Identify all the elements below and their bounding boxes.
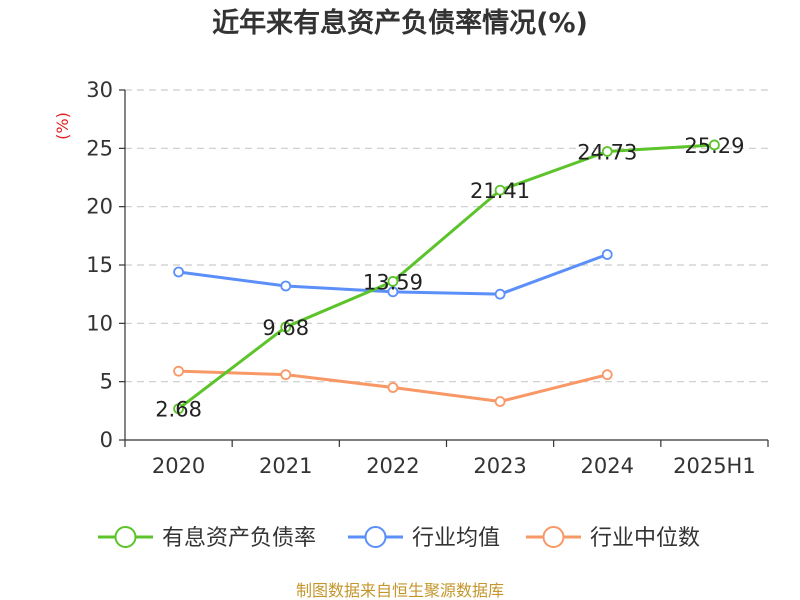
legend-item: 行业均值 (348, 526, 500, 551)
data-label: 2.68 (155, 398, 202, 422)
data-point (601, 369, 613, 381)
data-point (173, 365, 184, 377)
y-axis-unit-label: (%) (53, 112, 72, 140)
data-point (173, 403, 184, 415)
data-point (387, 286, 399, 298)
y-tick-label: 5 (100, 370, 113, 394)
series-3 (173, 365, 613, 407)
legend-label: 行业均值 (412, 526, 500, 551)
y-tick-label: 30 (86, 78, 113, 102)
y-tick-label: 0 (100, 428, 113, 452)
data-label: 24.73 (577, 140, 637, 164)
legend-label: 有息资产负债率 (162, 526, 316, 551)
data-point (173, 266, 184, 278)
x-tick-label: 2025H1 (673, 454, 756, 478)
x-tick-label: 2023 (473, 454, 526, 478)
source-note: 制图数据来自恒生聚源数据库 (296, 581, 504, 600)
data-label: 13.59 (363, 270, 423, 294)
data-point (387, 382, 399, 393)
legend-item: 行业中位数 (526, 526, 700, 551)
y-tick-label: 10 (86, 311, 113, 335)
chart-title: 近年来有息资产负债率情况(%) (212, 7, 588, 39)
y-tick-label: 20 (86, 195, 113, 219)
data-label: 9.68 (262, 316, 309, 340)
data-point (601, 146, 613, 157)
series-line (177, 143, 716, 411)
data-point (387, 276, 399, 287)
data-point (280, 280, 292, 292)
legend-marker (542, 526, 565, 548)
data-point (601, 249, 613, 260)
legend-marker (364, 526, 387, 548)
data-point (280, 369, 292, 381)
series-2 (173, 249, 613, 300)
legend-item: 有息资产负债率 (98, 526, 316, 551)
y-tick-label: 25 (86, 136, 113, 160)
x-tick-label: 2021 (259, 454, 312, 478)
legend-marker (114, 526, 137, 548)
legend-label: 行业中位数 (590, 526, 700, 551)
data-labels: 2.68 9.68 13.59 21.41 24.73 25.29 (155, 134, 744, 422)
x-tick-label: 2020 (152, 454, 205, 478)
axes: 0 5 10 15 20 25 30 2020 2021 2022 2023 2024 2025H1 (86, 78, 769, 478)
x-tick-label: 2024 (581, 454, 634, 478)
data-point (494, 396, 506, 407)
x-tick-label: 2022 (366, 454, 419, 478)
data-label: 25.29 (684, 134, 744, 158)
y-tick-label: 15 (86, 253, 113, 277)
data-point (709, 139, 720, 151)
data-point (494, 288, 506, 300)
data-label: 21.41 (470, 179, 530, 203)
data-point (494, 184, 506, 196)
legend: 有息资产负债率 行业均值 行业中位数 (98, 526, 700, 551)
series-1 (173, 139, 720, 415)
data-point (280, 321, 292, 333)
series-lines (173, 139, 720, 415)
